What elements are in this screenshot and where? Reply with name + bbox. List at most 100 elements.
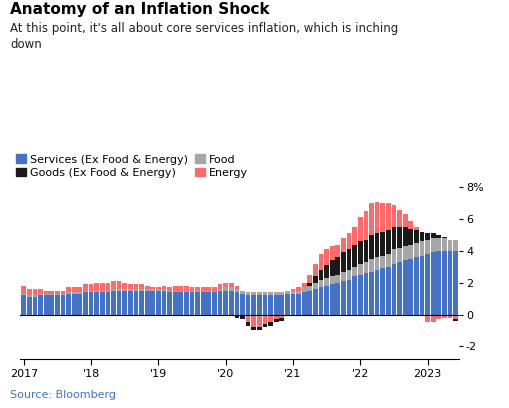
Bar	[173, 292, 177, 315]
Bar	[217, 315, 222, 316]
Bar	[397, 248, 401, 262]
Bar	[105, 283, 110, 290]
Bar	[268, 292, 272, 295]
Bar	[307, 275, 312, 283]
Bar	[189, 290, 194, 292]
Bar	[290, 290, 295, 294]
Bar	[262, 315, 267, 324]
Bar	[61, 294, 65, 295]
Bar	[122, 289, 127, 290]
Bar	[402, 260, 407, 315]
Bar	[189, 315, 194, 316]
Bar	[441, 251, 446, 315]
Bar	[66, 292, 71, 294]
Bar	[27, 315, 32, 316]
Bar	[133, 290, 138, 315]
Bar	[251, 295, 256, 315]
Bar	[240, 315, 244, 316]
Bar	[352, 227, 356, 244]
Bar	[397, 227, 401, 248]
Bar	[133, 284, 138, 289]
Bar	[150, 288, 155, 289]
Bar	[402, 214, 407, 227]
Bar	[352, 267, 356, 276]
Bar	[100, 290, 104, 292]
Bar	[290, 315, 295, 316]
Bar	[212, 288, 216, 290]
Bar	[380, 256, 384, 268]
Bar	[285, 315, 289, 316]
Bar	[195, 292, 200, 315]
Bar	[335, 257, 340, 275]
Bar	[352, 244, 356, 267]
Bar	[117, 315, 121, 316]
Bar	[111, 290, 116, 315]
Bar	[290, 289, 295, 290]
Bar	[21, 286, 26, 294]
Bar	[33, 315, 37, 316]
Bar	[61, 290, 65, 294]
Bar	[419, 232, 423, 242]
Bar	[413, 243, 418, 257]
Bar	[206, 288, 211, 290]
Bar	[447, 251, 451, 315]
Bar	[374, 257, 379, 270]
Bar	[178, 286, 183, 290]
Bar	[313, 289, 317, 315]
Bar	[324, 249, 328, 265]
Bar	[223, 288, 228, 290]
Bar	[307, 290, 312, 315]
Bar	[145, 290, 149, 315]
Bar	[385, 230, 390, 254]
Bar	[66, 315, 71, 316]
Bar	[391, 205, 395, 227]
Bar	[279, 292, 284, 295]
Bar	[369, 203, 373, 235]
Bar	[27, 295, 32, 297]
Bar	[111, 315, 116, 316]
Bar	[285, 290, 289, 294]
Bar	[251, 315, 256, 327]
Bar	[128, 289, 132, 290]
Bar	[21, 294, 26, 295]
Bar	[374, 202, 379, 233]
Bar	[279, 318, 284, 321]
Bar	[145, 315, 149, 316]
Bar	[447, 240, 451, 251]
Bar	[318, 288, 323, 315]
Bar	[195, 290, 200, 292]
Bar	[128, 290, 132, 315]
Bar	[346, 279, 351, 315]
Bar	[436, 251, 440, 315]
Bar	[251, 292, 256, 295]
Bar	[357, 264, 362, 275]
Bar	[257, 327, 261, 330]
Bar	[223, 290, 228, 315]
Bar	[161, 290, 166, 315]
Bar	[94, 290, 99, 292]
Bar	[290, 294, 295, 315]
Bar	[94, 315, 99, 316]
Bar	[195, 288, 200, 290]
Bar	[206, 292, 211, 315]
Legend: Services (Ex Food & Energy), Goods (Ex Food & Energy), Food, Energy: Services (Ex Food & Energy), Goods (Ex F…	[16, 155, 248, 178]
Bar	[419, 256, 423, 315]
Bar	[234, 315, 239, 318]
Bar	[296, 294, 300, 315]
Text: At this point, it's all about core services inflation, which is inching
down: At this point, it's all about core servi…	[10, 22, 398, 51]
Bar	[49, 290, 54, 294]
Bar	[324, 286, 328, 315]
Bar	[117, 290, 121, 315]
Bar	[346, 233, 351, 249]
Bar	[245, 322, 250, 326]
Bar	[167, 315, 172, 316]
Bar	[273, 315, 278, 319]
Bar	[301, 292, 306, 315]
Bar	[341, 253, 345, 272]
Bar	[150, 289, 155, 290]
Bar	[363, 240, 367, 262]
Bar	[357, 242, 362, 264]
Bar	[318, 279, 323, 288]
Bar	[217, 290, 222, 315]
Bar	[201, 292, 205, 315]
